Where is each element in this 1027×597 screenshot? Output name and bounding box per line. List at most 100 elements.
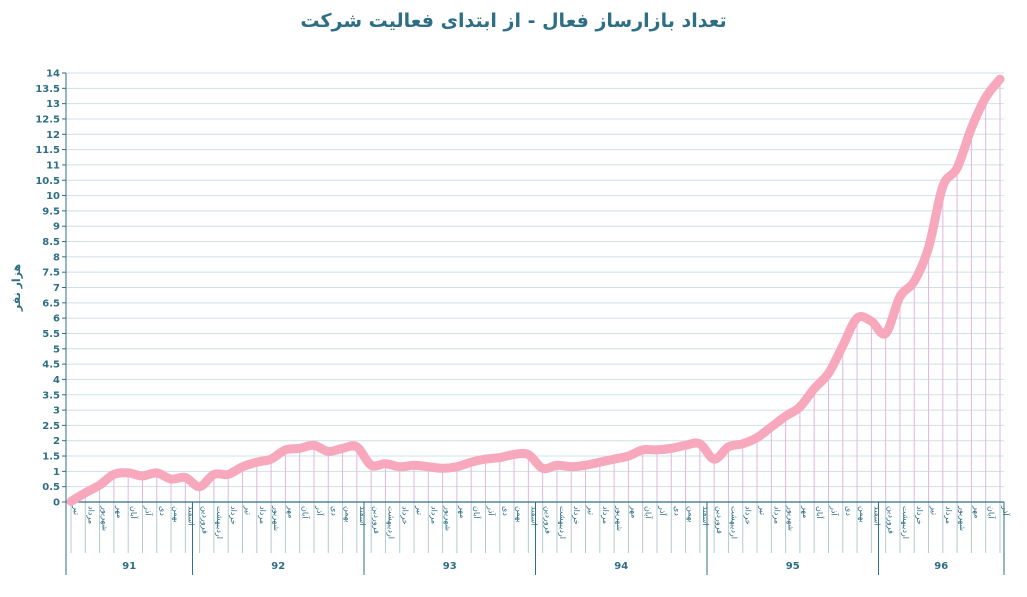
y-tick-label: 2	[53, 436, 60, 447]
x-month-label: فروردین	[715, 506, 724, 534]
x-month-label: آبان	[815, 506, 825, 520]
x-month-label: آذر	[658, 505, 668, 516]
x-month-label: دی	[329, 506, 338, 516]
x-month-label: اسفند	[529, 506, 538, 526]
data-point	[955, 166, 959, 170]
y-tick-label: 12.5	[35, 114, 60, 125]
data-point	[984, 96, 987, 99]
x-month-label: مرداد	[944, 506, 953, 524]
x-month-label: شهریور	[444, 505, 453, 531]
data-point	[727, 445, 730, 449]
data-point	[198, 485, 201, 488]
x-month-label: دی	[672, 506, 681, 516]
data-point	[627, 454, 630, 458]
data-point	[655, 448, 659, 452]
y-tick-label: 0.5	[42, 482, 60, 493]
data-point	[327, 450, 330, 453]
y-tick-label: 7.5	[42, 268, 60, 279]
x-month-label: خرداد	[401, 506, 410, 525]
data-point	[98, 483, 101, 487]
x-month-label: دی	[501, 506, 510, 516]
x-month-label: تیر	[587, 505, 596, 515]
data-point	[813, 387, 816, 390]
y-tick-label: 0	[53, 498, 60, 509]
y-tick-label: 13	[46, 99, 60, 110]
x-month-label: آذر	[486, 505, 496, 516]
x-month-label: اردیبهشت	[386, 506, 395, 539]
data-point	[184, 476, 187, 479]
data-point	[827, 372, 830, 375]
data-point	[455, 465, 459, 468]
x-month-label: خرداد	[915, 506, 924, 525]
x-month-label: مرداد	[429, 506, 438, 524]
data-point	[298, 447, 301, 450]
data-point	[355, 445, 359, 449]
x-month-label: مهر	[458, 505, 467, 518]
y-tick-label: 1	[53, 467, 60, 478]
data-point	[784, 415, 787, 418]
x-month-label: اسفند	[358, 506, 367, 526]
data-point	[427, 465, 430, 468]
y-tick-label: 10	[46, 191, 60, 202]
x-month-label: اردیبهشت	[729, 506, 738, 539]
x-month-label: آذر	[1001, 505, 1011, 516]
data-point	[670, 447, 673, 450]
x-month-label: تیر	[758, 505, 767, 515]
data-point	[998, 77, 1002, 81]
data-point	[112, 473, 116, 476]
x-month-label: خرداد	[744, 506, 753, 525]
y-tick-label: 6	[53, 314, 60, 325]
x-month-label: فروردین	[201, 506, 210, 534]
data-point	[555, 464, 559, 467]
data-point	[684, 444, 687, 447]
data-point	[927, 246, 930, 249]
x-month-label: خرداد	[572, 506, 581, 525]
data-point	[69, 500, 73, 503]
x-month-label: دی	[844, 506, 853, 516]
x-month-label: اسفند	[701, 506, 710, 526]
data-point	[698, 442, 702, 445]
x-month-label: اردیبهشت	[901, 506, 910, 539]
x-month-label: اسفند	[186, 506, 195, 526]
x-month-label: بهمن	[858, 506, 867, 523]
data-point	[598, 460, 602, 464]
data-point	[227, 473, 230, 476]
x-month-label: شهریور	[272, 505, 281, 531]
data-point	[741, 442, 744, 445]
x-month-label: مرداد	[258, 506, 267, 524]
x-month-label: تیر	[244, 505, 253, 515]
x-month-label: مهر	[115, 505, 124, 518]
x-month-label: بهمن	[344, 506, 353, 523]
x-month-label: آذر	[143, 505, 153, 516]
data-point	[870, 320, 873, 323]
data-point	[398, 465, 401, 468]
y-tick-label: 6.5	[42, 298, 60, 309]
x-month-label: تیر	[930, 505, 939, 515]
x-month-label: اردیبهشت	[215, 506, 224, 539]
x-month-label: شهریور	[101, 505, 110, 531]
y-axis-label: هزار نفر	[10, 264, 23, 312]
x-month-label: آبان	[301, 506, 311, 520]
data-point	[855, 316, 859, 320]
x-month-label: اسفند	[872, 506, 881, 526]
x-month-label: شهریور	[958, 505, 967, 531]
data-point	[884, 332, 887, 335]
y-tick-label: 5.5	[42, 329, 60, 340]
data-point	[126, 471, 130, 475]
data-point	[755, 436, 759, 439]
y-tick-label: 7	[53, 283, 60, 294]
y-tick-label: 4.5	[42, 360, 60, 371]
x-year-label: 92	[271, 561, 285, 572]
x-month-label: بهمن	[515, 506, 524, 523]
data-point	[841, 344, 844, 347]
y-tick-label: 12	[46, 130, 60, 141]
data-point	[155, 471, 158, 475]
x-month-label: فروردین	[887, 506, 896, 534]
data-point	[712, 457, 716, 461]
x-month-label: تیر	[72, 505, 81, 515]
data-point	[584, 464, 587, 467]
x-month-label: آبان	[644, 506, 654, 520]
x-month-label: شهریور	[787, 505, 796, 531]
x-month-label: مهر	[972, 505, 981, 518]
x-month-label: آبان	[987, 506, 997, 520]
